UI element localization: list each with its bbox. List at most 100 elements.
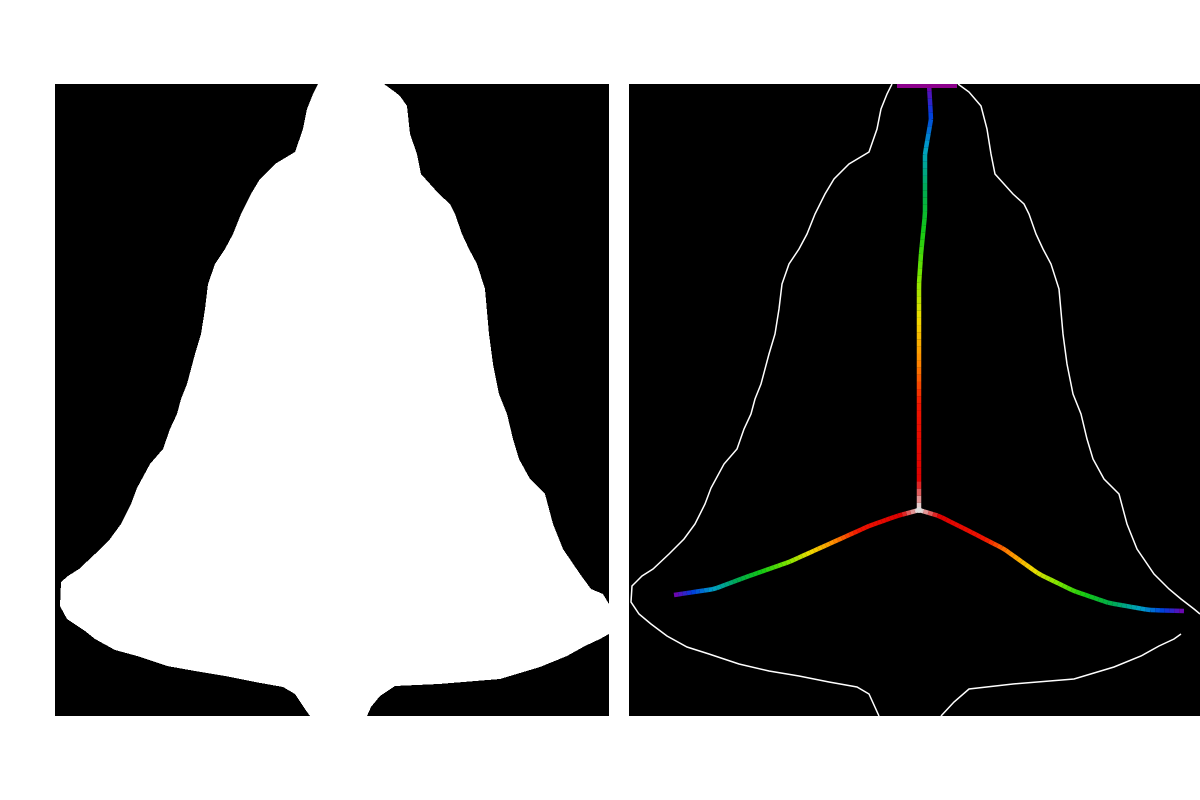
right-branch-segment bbox=[1048, 577, 1056, 584]
top-branch-segment bbox=[920, 225, 927, 233]
left-branch-segment bbox=[690, 589, 696, 595]
shape-outline bbox=[630, 84, 1200, 716]
left-branch-segment bbox=[785, 559, 792, 566]
right-branch-segment bbox=[996, 543, 1003, 550]
right-branch-segment bbox=[1000, 545, 1008, 553]
left-branch-segment bbox=[703, 587, 709, 593]
left-branch-segment bbox=[724, 581, 730, 588]
left-branch-segment bbox=[897, 512, 903, 518]
right-branch-segment bbox=[945, 517, 952, 524]
left-branch-segment bbox=[748, 572, 755, 579]
right-branch-segment bbox=[966, 528, 973, 535]
left-branch-segment bbox=[740, 575, 747, 582]
skeleton-lines bbox=[673, 84, 1185, 614]
left-branch-segment bbox=[860, 525, 867, 532]
right-branch-segment bbox=[932, 511, 939, 518]
left-branch-segment bbox=[840, 534, 847, 541]
left-branch-segment bbox=[820, 543, 827, 550]
left-branch-segment bbox=[805, 550, 811, 557]
skeleton-image bbox=[630, 84, 1200, 716]
right-branch-segment bbox=[1116, 602, 1123, 608]
right-branch-segment bbox=[1004, 548, 1012, 555]
right-branch-segment bbox=[1084, 592, 1091, 599]
right-branch-segment bbox=[1112, 601, 1118, 607]
right-branch-segment bbox=[1012, 554, 1019, 561]
right-branch-segment bbox=[1028, 565, 1035, 572]
left-branch-segment bbox=[686, 590, 692, 596]
left-branch-segment bbox=[856, 527, 863, 534]
left-branch-segment bbox=[732, 578, 738, 585]
left-branch-segment bbox=[756, 569, 763, 576]
left-branch-segment bbox=[797, 554, 804, 560]
left-branch-segment bbox=[901, 511, 908, 517]
skeleton-panel bbox=[629, 84, 1200, 716]
right-branch-segment bbox=[979, 534, 986, 542]
left-branch-segment bbox=[876, 519, 883, 526]
right-branch-segment bbox=[1066, 585, 1073, 592]
left-branch-segment bbox=[769, 565, 775, 571]
right-branch-segment bbox=[958, 523, 965, 531]
skeleton-junction bbox=[916, 507, 922, 513]
right-branch-segment bbox=[1008, 551, 1016, 558]
right-branch-segment bbox=[1044, 575, 1051, 582]
right-branch-segment bbox=[1102, 598, 1109, 605]
left-branch-segment bbox=[824, 541, 831, 548]
right-branch-segment bbox=[1061, 583, 1069, 590]
left-branch-segment bbox=[817, 545, 823, 552]
right-branch-segment bbox=[1057, 581, 1064, 588]
right-branch-segment bbox=[1024, 562, 1031, 569]
left-branch-segment bbox=[708, 586, 713, 593]
mask-panel bbox=[55, 84, 609, 716]
left-branch-segment bbox=[844, 532, 851, 539]
left-branch-segment bbox=[673, 592, 679, 598]
right-branch-segment bbox=[1020, 559, 1027, 567]
left-branch-segment bbox=[801, 552, 808, 559]
left-branch-segment bbox=[736, 576, 742, 583]
right-branch-segment bbox=[970, 530, 978, 537]
right-branch-segment bbox=[1031, 568, 1039, 575]
left-branch-segment bbox=[728, 579, 734, 586]
left-branch-segment bbox=[868, 522, 875, 528]
right-branch-segment bbox=[1070, 587, 1077, 594]
left-branch-segment bbox=[832, 538, 839, 544]
top-branch-segment bbox=[920, 232, 926, 241]
right-branch-segment bbox=[922, 509, 929, 515]
top-branch-segment bbox=[926, 126, 932, 134]
left-branch-segment bbox=[885, 516, 891, 523]
right-branch-segment bbox=[953, 521, 961, 529]
left-branch-segment bbox=[809, 548, 815, 555]
right-branch-segment bbox=[1135, 605, 1142, 611]
left-branch-segment bbox=[848, 530, 855, 537]
right-branch-segment bbox=[927, 510, 934, 517]
right-branch-segment bbox=[936, 513, 943, 520]
mask-shape bbox=[60, 84, 609, 716]
left-branch-segment bbox=[682, 590, 688, 596]
left-branch-segment bbox=[872, 520, 879, 527]
right-branch-segment bbox=[949, 519, 956, 526]
left-branch-segment bbox=[880, 517, 887, 524]
top-branch-segment bbox=[923, 140, 930, 148]
left-branch-segment bbox=[889, 514, 895, 521]
right-branch-segment bbox=[1053, 579, 1060, 586]
right-branch-segment bbox=[1131, 604, 1137, 610]
right-branch-segment bbox=[992, 541, 999, 548]
right-branch-segment bbox=[1140, 606, 1147, 612]
top-branch-segment bbox=[925, 133, 931, 141]
left-branch-segment bbox=[836, 536, 843, 543]
left-branch-segment bbox=[715, 584, 722, 591]
left-branch-segment bbox=[910, 508, 916, 515]
right-branch-segment bbox=[940, 515, 948, 522]
left-branch-segment bbox=[752, 570, 759, 577]
left-branch-segment bbox=[789, 557, 796, 564]
right-branch-segment bbox=[1040, 573, 1047, 580]
left-branch-segment bbox=[764, 566, 771, 573]
right-branch-segment bbox=[1107, 600, 1113, 606]
left-branch-segment bbox=[699, 588, 705, 594]
right-branch-segment bbox=[1079, 591, 1086, 597]
top-branch-segment bbox=[918, 246, 924, 255]
left-branch-segment bbox=[813, 546, 819, 553]
left-branch-segment bbox=[720, 582, 726, 589]
right-branch-segment bbox=[1126, 603, 1132, 610]
top-branch-segment bbox=[919, 239, 925, 248]
top-branch-segment bbox=[922, 147, 929, 155]
